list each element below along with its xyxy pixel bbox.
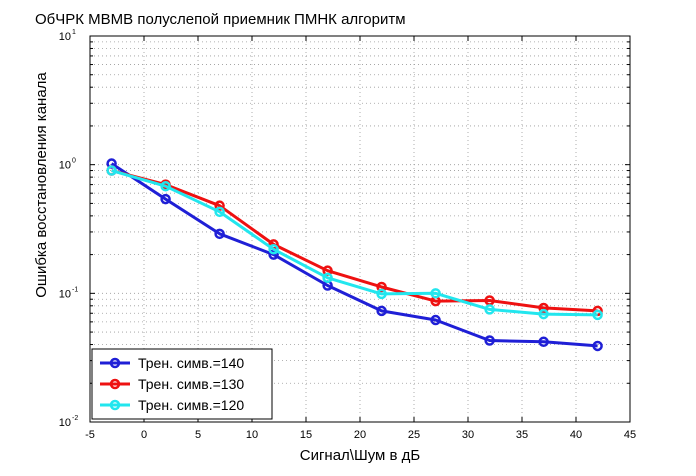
data-point	[592, 309, 603, 321]
legend-item: Трен. симв.=130	[100, 376, 244, 392]
x-tick-label: 0	[141, 429, 147, 441]
series-layer	[106, 158, 603, 352]
data-point	[160, 193, 171, 205]
y-tick-label: 10	[59, 288, 71, 300]
x-axis-label: Сигнал\Шум в дБ	[300, 447, 421, 464]
data-point	[592, 340, 603, 352]
data-point	[106, 165, 117, 176]
y-tick-label: 10	[59, 31, 71, 43]
legend-marker	[109, 399, 121, 411]
x-tick-label: 40	[570, 429, 582, 441]
legend-marker	[109, 357, 121, 369]
y-tick-exponent: 0	[72, 158, 76, 165]
data-point	[214, 228, 225, 240]
legend-marker	[109, 378, 121, 390]
x-tick-label: 20	[354, 429, 366, 441]
x-tick-label: 10	[246, 429, 258, 441]
x-tick-label: 15	[300, 429, 312, 441]
data-point	[322, 272, 333, 284]
chart-title: ОбЧРК МВМВ полуслепой приемник ПМНК алго…	[35, 11, 406, 28]
data-point	[430, 288, 441, 299]
y-axis-label: Ошибка восстановления канала	[33, 72, 50, 298]
data-point	[376, 305, 387, 317]
y-tick-exponent: -1	[72, 286, 78, 293]
series-line-2	[111, 169, 598, 317]
series-line-0	[110, 162, 598, 348]
x-tick-label: 5	[195, 429, 201, 441]
data-point	[592, 305, 603, 317]
data-point	[430, 314, 441, 326]
legend-item: Трен. симв.=140	[100, 355, 244, 371]
legend-label: Трен. симв.=130	[138, 376, 244, 392]
data-point	[268, 244, 279, 255]
data-point	[484, 335, 495, 346]
x-tick-label: 25	[408, 429, 420, 441]
y-tick-exponent: -2	[72, 415, 78, 422]
data-point	[484, 304, 495, 315]
legend-item: Трен. симв.=120	[100, 397, 244, 413]
data-point	[160, 180, 171, 192]
data-point	[538, 336, 549, 348]
data-point	[538, 308, 549, 320]
legend: Трен. симв.=140 Трен. симв.=130 Трен. симв…	[91, 348, 273, 420]
x-tick-label: -5	[85, 429, 95, 441]
x-tick-label: 35	[516, 429, 528, 441]
series-line-1	[111, 169, 598, 313]
grid	[90, 36, 630, 422]
data-point	[214, 206, 225, 218]
x-tick-labels: -5 0 5 10 15 20 25 30 35 40 45	[85, 429, 636, 441]
legend-label: Трен. симв.=140	[138, 355, 244, 371]
y-tick-label: 10	[59, 160, 71, 172]
data-point	[214, 200, 225, 211]
y-tick-label: 10	[59, 417, 71, 429]
legend-label: Трен. симв.=120	[138, 397, 244, 413]
x-tick-label: 45	[624, 429, 636, 441]
data-point	[376, 288, 387, 300]
y-tick-exponent: 1	[72, 29, 76, 36]
x-tick-label: 30	[462, 429, 474, 441]
data-point	[538, 302, 549, 314]
